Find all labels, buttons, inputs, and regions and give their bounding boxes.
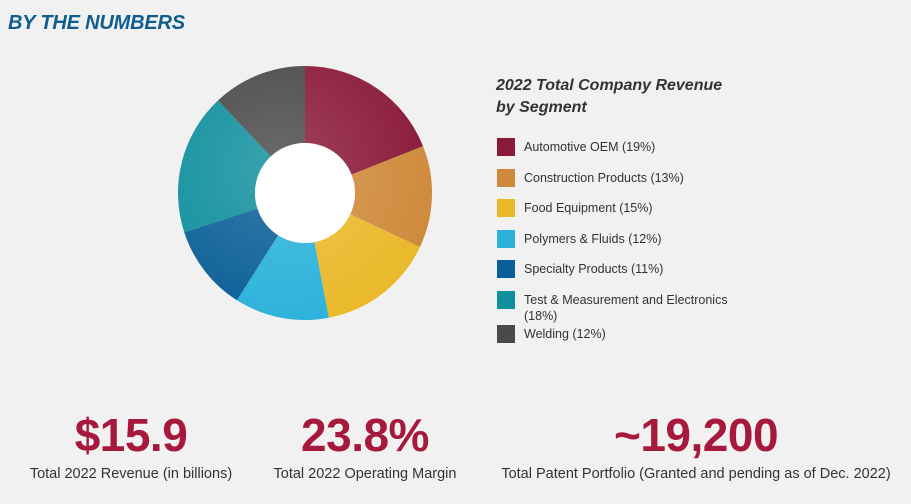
legend-item-food-equipment: Food Equipment (15%) — [497, 199, 757, 230]
stat-caption: Total 2022 Operating Margin — [273, 466, 457, 482]
legend-swatch — [497, 168, 515, 187]
legend-item-automotive-oem: Automotive OEM (19%) — [497, 138, 757, 169]
legend-label: Food Equipment (15%) — [524, 201, 653, 216]
section-title: BY THE NUMBERS — [8, 12, 185, 34]
chart-title: 2022 Total Company Revenue by Segment — [496, 75, 756, 119]
legend-item-welding: Welding (12%) — [497, 324, 757, 356]
legend-label: Automotive OEM (19%) — [524, 140, 656, 154]
legend-item-construction-products: Construction Products (13%) — [497, 168, 757, 200]
stat-caption: Total Patent Portfolio (Granted and pend… — [501, 466, 891, 482]
legend-label: Test & Measurement and Electronics (18%) — [524, 292, 728, 324]
legend-swatch — [497, 229, 515, 248]
legend-item-test-measurement: Test & Measurement and Electronics (18%) — [497, 290, 757, 325]
legend-item-specialty-products: Specialty Products (11%) — [497, 260, 757, 291]
legend-swatch — [497, 290, 515, 309]
legend-swatch — [497, 138, 515, 156]
chart-legend: Automotive OEM (19%) Construction Produc… — [497, 138, 757, 356]
legend-label: Specialty Products (11%) — [524, 262, 664, 277]
stat-value: $15.9 — [74, 409, 188, 461]
revenue-donut-chart — [178, 66, 432, 320]
stat-total-revenue: $15.9 Total 2022 Revenue (in billions) — [20, 408, 242, 482]
legend-swatch — [497, 260, 515, 279]
legend-label: Construction Products (13%) — [524, 170, 684, 185]
legend-item-polymers-fluids: Polymers & Fluids (12%) — [497, 229, 757, 261]
stat-value: ~19,200 — [613, 409, 779, 461]
legend-swatch — [497, 324, 515, 343]
chart-title-line-1: 2022 Total Company Revenue — [496, 77, 723, 94]
legend-label: Polymers & Fluids (12%) — [524, 231, 662, 246]
stat-patent-portfolio: ~19,200 Total Patent Portfolio (Granted … — [488, 408, 904, 482]
stat-caption: Total 2022 Revenue (in billions) — [29, 466, 233, 482]
legend-label: Welding (12%) — [524, 326, 606, 341]
legend-swatch — [497, 199, 515, 218]
donut-hole — [255, 143, 355, 243]
chart-title-line-2: by Segment — [496, 99, 587, 116]
stat-value: 23.8% — [301, 409, 429, 461]
stat-operating-margin: 23.8% Total 2022 Operating Margin — [262, 408, 468, 482]
